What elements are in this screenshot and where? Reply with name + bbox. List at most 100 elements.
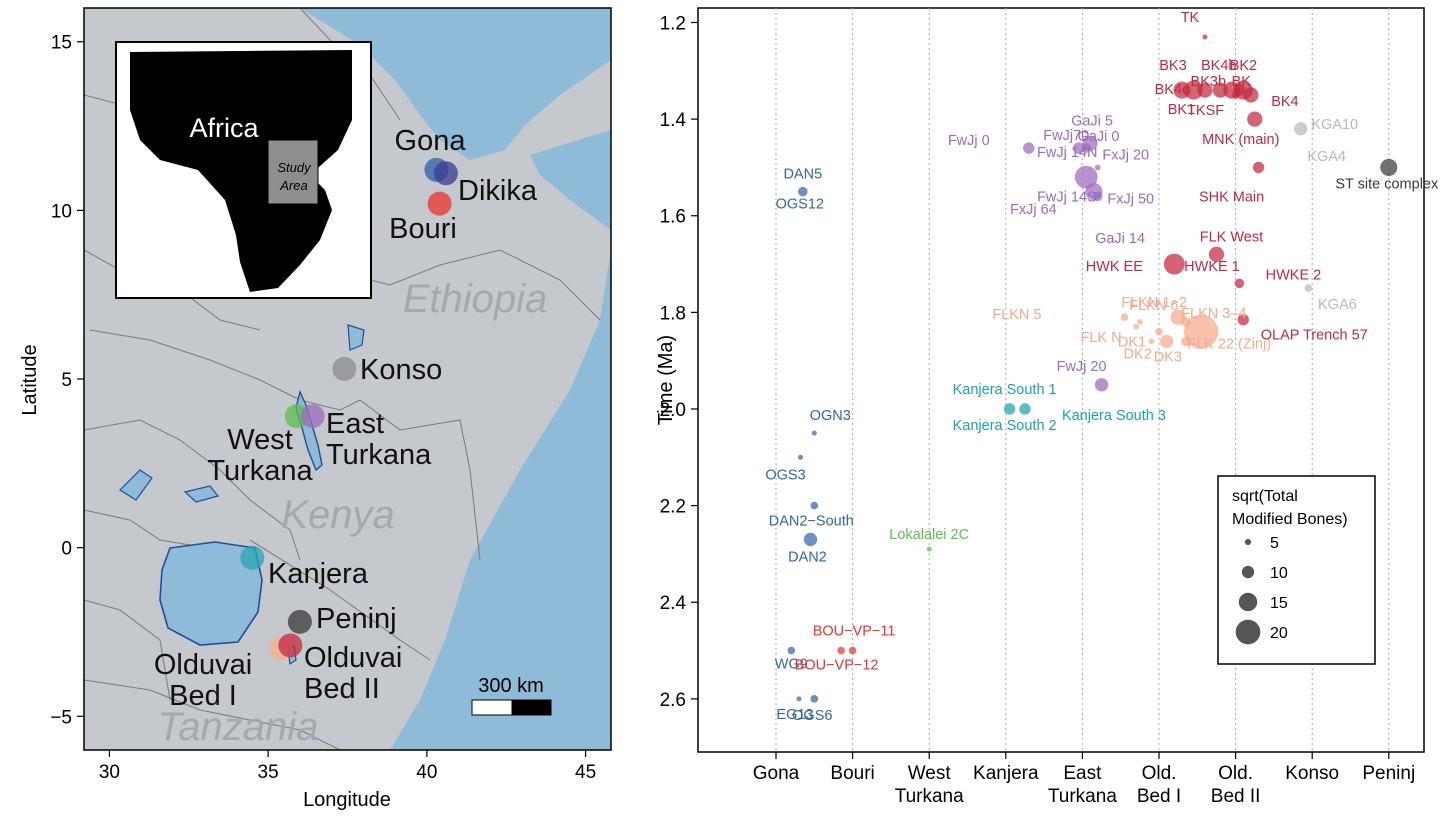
inset-africa-label: Africa [189,113,259,143]
map-site-dikika [433,161,458,186]
site-point-label-fwjj-20: FwJj 20 [1057,359,1107,375]
site-point-fxjj-50 [1092,191,1103,202]
map-x-tick-label: 45 [575,762,596,783]
site-point-ogs6 [810,695,819,703]
category-label-line2: Bed I [1137,786,1181,807]
map-site-label-bed-i: Bed I [169,680,237,712]
map-site-east-turkana [300,404,325,429]
site-point-label-hwke-1: HWKE 1 [1184,259,1240,275]
time-tick-label: 2.6 [660,690,686,711]
legend-size-circle [1241,565,1255,579]
site-point-label-hwke-2: HWKE 2 [1266,267,1322,283]
lake-albert [119,469,153,501]
category-label-old-bed-ii: Old. [1218,763,1253,784]
category-label-bouri: Bouri [830,763,874,784]
site-point-label-mnk-main: MNK (main) [1202,132,1279,148]
category-label-kanjera: Kanjera [973,763,1039,784]
category-label-gona: Gona [753,763,800,784]
scale-bar-white [471,699,513,716]
lake-tana [347,324,365,351]
scatter-points: DAN5 OGS12 OGN3 OGS3 DAN2−South DAN2 WG9 EG13OG… [765,10,1439,724]
site-point-flkn-6 [1137,319,1143,325]
map-y-tick-label: 10 [51,201,72,222]
study-area-box [267,139,319,205]
legend-size-label: 5 [1270,535,1279,552]
site-point-fwjj-20 [1094,378,1109,392]
time-tick-label: 1.8 [660,303,686,324]
site-point-fwjj70 [1081,143,1091,153]
site-point-label-fxjj-64: FxJj 64 [1010,202,1057,218]
site-point-label-kga10: KGA10 [1311,117,1358,133]
map-site-label-konso: Konso [360,354,442,386]
site-point-ogn3 [811,430,817,436]
legend-title-line1: sqrt(Total [1232,488,1298,505]
map-sites: GonaDikikaBouriKonsoWestTurkanaEastTurka… [154,125,538,712]
site-point-label-dk1: DK1 [1118,335,1146,351]
site-point-label-eg13: EG13 [776,707,813,723]
category-label-west-turkana: West [908,763,952,784]
site-point-label-fxjj-20: FxJj 20 [1102,147,1149,163]
site-point-wg9 [787,646,796,655]
site-point-kanjera-south-1 [1003,403,1016,415]
site-point-shk-main [1252,161,1265,174]
inset-frame [115,41,372,299]
site-point-label-ogn3: OGN3 [810,408,851,424]
map-site-label-turkana: Turkana [326,439,432,471]
site-point-label-gaji-5: GaJi 5 [1071,113,1113,129]
category-label-line2: Turkana [1048,786,1117,807]
map-site-label-olduvai: Olduvai [304,642,402,674]
map-y-tick-label: 15 [51,33,72,54]
map-site-label-olduvai: Olduvai [154,649,252,681]
time-tick-label: 1.2 [660,13,686,34]
site-point-label-flkn-6: FLKN 6 [1129,298,1178,314]
map-site-peninj [287,609,312,634]
category-label-line2: Turkana [895,786,964,807]
site-point-label-flkn-5: FLKN 5 [992,307,1041,323]
country-label-ethiopia: Ethiopia [403,277,548,321]
site-point-olap-trench-57 [1237,313,1249,326]
map-site-kanjera [240,545,265,570]
legend-items: 5 10 15 20 [1235,535,1288,645]
site-point-fwjj-0 [1023,142,1035,154]
africa-inset: Africa Study Area [115,41,372,299]
map-y-tick-label: −5 [50,707,72,728]
site-point-bk3b [1212,82,1228,98]
scatter-panel: DAN5 OGS12 OGN3 OGS3 DAN2−South DAN2 WG9 EG13OG… [655,7,1439,807]
map-site-label-bouri: Bouri [389,213,457,245]
site-point-label-bk3b: BK3b [1191,74,1226,90]
site-point-label-bk3: BK3 [1159,58,1186,74]
site-point-label-fwjj-0: FwJj 0 [948,133,990,149]
site-point-label-fwjj-14n: FwJj 14N [1037,145,1097,161]
site-point-label-bou-vp-11: BOU−VP−11 [813,624,896,640]
site-point-label-bk4: BK4 [1271,94,1298,110]
map-site-label-kanjera: Kanjera [268,558,369,590]
study-area-label-line2: Area [279,178,307,193]
country-label-tanzania: Tanzania [158,705,319,749]
site-point-flk-west [1208,246,1225,262]
category-label-konso: Konso [1285,763,1339,784]
site-point-label-tksf: TKSF [1187,103,1224,119]
site-point-label-wg9: WG9 [775,657,808,673]
map-x-tick-label: 40 [416,762,437,783]
site-point-tk [1202,34,1208,40]
site-point-label-dan2-south: DAN2−South [769,514,854,530]
map-site-label-gona: Gona [395,125,467,157]
map-site-label-dikika: Dikika [458,175,538,207]
map-site-olduvai-bed-ii [278,633,303,658]
site-point-label-st-site-complex: ST site complex [1335,176,1439,192]
map-x-axis: 30 35 40 45 [99,750,596,783]
scale-bar: 300 km [471,675,552,716]
site-point-kga10 [1294,122,1308,136]
category-label-east-turkana: East [1063,763,1102,784]
site-point-dan2-south [810,501,819,510]
legend-size-label: 10 [1270,565,1288,582]
site-point-mnk-main [1247,111,1263,127]
site-point-label-bou-vp-12: BOU−VP−12 [795,658,879,674]
map-site-label-bed-ii: Bed II [304,673,380,705]
map-x-tick-label: 35 [258,762,279,783]
site-point-bk4 [1243,87,1259,103]
site-point-label-olap-trench-57: OLAP Trench 57 [1261,328,1368,344]
site-point-lokalalei-2c [926,546,932,552]
